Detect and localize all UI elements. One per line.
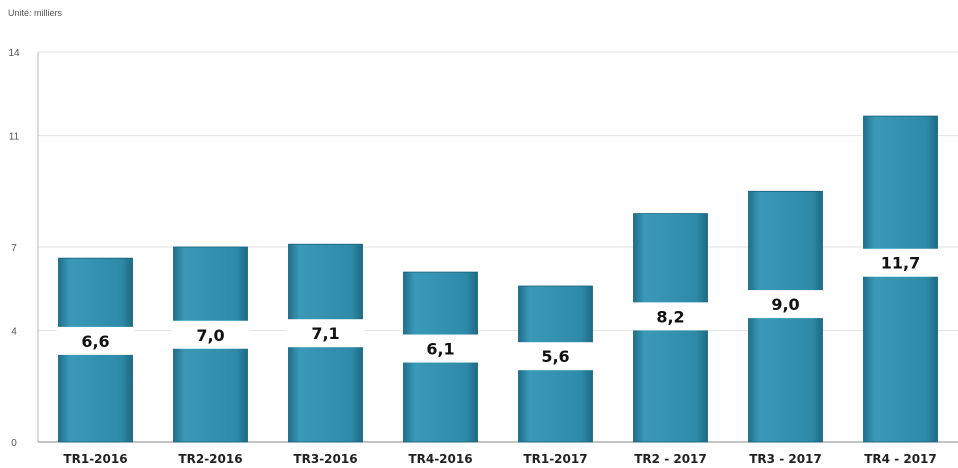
x-tick-label: TR1-2016 [63,452,127,466]
y-tick-label: 14 [8,48,20,59]
y-tick-label: 4 [11,327,17,338]
data-label: 6,1 [426,340,454,359]
data-label-box [516,342,595,371]
x-tick-label: TR3-2016 [293,452,357,466]
bars [58,115,938,443]
x-tick-label: TR2 - 2017 [634,452,707,466]
data-label-box [401,334,480,363]
data-label-box [56,326,135,355]
x-tick-label: TR3 - 2017 [749,452,822,466]
data-label-box [746,290,825,319]
data-label-box [286,319,365,348]
data-label: 5,6 [541,347,569,366]
data-label: 11,7 [881,254,920,273]
x-tick-label: TR4 - 2017 [864,452,937,466]
x-tick-label: TR4-2016 [408,452,472,466]
unit-label: Unité: milliers [8,8,63,18]
data-label-box [861,248,940,277]
y-tick-label: 7 [11,243,17,254]
x-tick-label: TR2-2016 [178,452,242,466]
data-label: 7,0 [196,326,224,345]
data-label-box [631,302,710,331]
data-label: 7,1 [311,324,339,343]
y-tick-label: 0 [11,438,17,449]
data-labels: 6,6 7,0 7,1 6,1 5,6 8,2 9,0 11,7 [56,248,940,371]
data-label: 8,2 [656,307,684,326]
x-tick-label: TR1-2017 [523,452,587,466]
tick-labels: 0 4 7 11 14 TR1-2016 TR2-2016 TR3-2016 TR4-2016 T… [8,48,936,466]
data-label-box [171,320,250,349]
data-label: 9,0 [771,295,799,314]
y-tick-label: 11 [9,132,20,143]
data-label: 6,6 [81,332,109,351]
bar [863,115,938,443]
